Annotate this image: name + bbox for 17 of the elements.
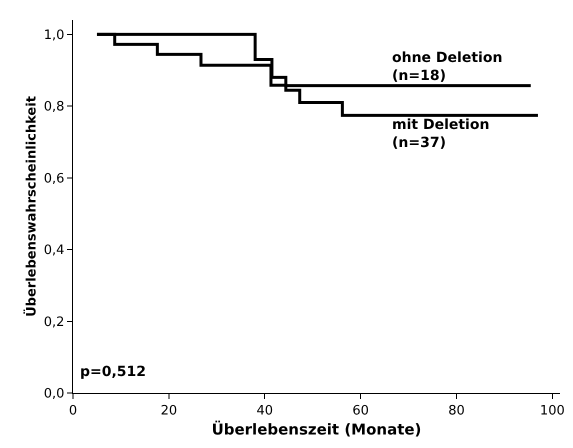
y-axis-title: Überlebenswahrscheinlichkeit bbox=[22, 96, 40, 317]
y-tick-label: 0,2 bbox=[44, 314, 64, 330]
series-label: mit Deletion (n=37) bbox=[392, 117, 490, 152]
x-tick-label: 20 bbox=[160, 404, 178, 419]
y-tick-label: 0,6 bbox=[44, 171, 64, 186]
y-tick-label: 1,0 bbox=[44, 28, 64, 43]
x-tick-label: 80 bbox=[448, 404, 465, 419]
series-label: ohne Deletion (n=18) bbox=[392, 50, 502, 84]
y-tick-label: 0,8 bbox=[44, 100, 64, 115]
annotation: p=0,512 bbox=[80, 364, 146, 380]
y-tick-label: 0,4 bbox=[44, 243, 64, 258]
x-tick-label: 0 bbox=[68, 404, 78, 419]
y-tick-label: 0,0 bbox=[44, 386, 64, 402]
x-tick-label: 100 bbox=[540, 404, 565, 419]
x-axis-title: Überlebenszeit (Monate) bbox=[212, 420, 422, 439]
x-tick-label: 60 bbox=[352, 404, 369, 419]
x-tick-label: 40 bbox=[256, 404, 274, 419]
